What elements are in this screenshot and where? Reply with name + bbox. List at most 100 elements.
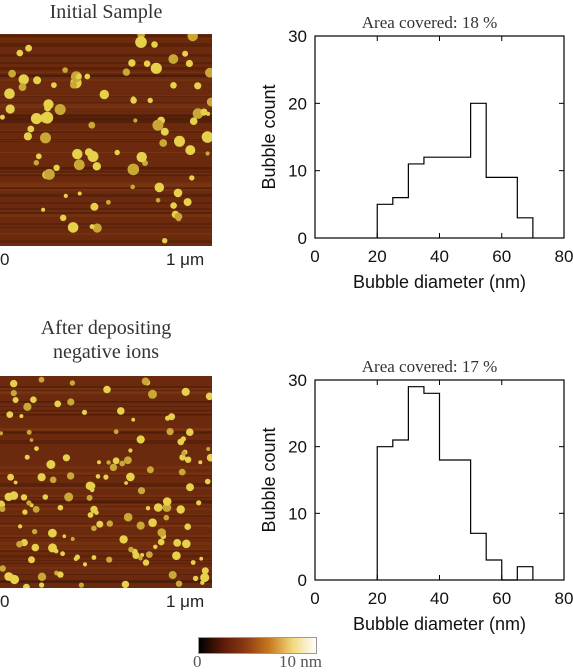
afm-streak <box>0 537 212 538</box>
x-tick-label: 80 <box>555 247 573 266</box>
afm-streak <box>0 403 212 406</box>
afm-bubble <box>84 73 91 80</box>
afm-streak <box>0 118 212 120</box>
y-tick-label: 0 <box>298 229 307 248</box>
afm-bubble <box>7 473 14 481</box>
y-tick-label: 30 <box>288 371 307 390</box>
afm-bubble <box>99 89 110 100</box>
histogram-bar <box>393 440 409 580</box>
afm-bubble <box>0 114 5 120</box>
afm-bubble <box>81 409 88 415</box>
afm-bubble <box>132 551 140 559</box>
afm-bubble <box>67 222 79 233</box>
colorbar-gradient <box>199 638 316 653</box>
afm-streak <box>0 574 212 575</box>
y-tick-label: 20 <box>288 94 307 113</box>
afm-bubble <box>143 60 151 67</box>
histogram-bar <box>517 218 533 238</box>
afm-title-initial: Initial Sample <box>49 1 163 23</box>
afm-bubble <box>92 162 102 171</box>
afm-bubble <box>185 145 196 156</box>
afm-streak <box>0 485 212 487</box>
afm-streak <box>0 54 212 57</box>
afm-bubble <box>4 572 14 581</box>
histogram-bar <box>393 198 409 238</box>
afm-streak <box>0 227 212 228</box>
afm-streak <box>0 563 212 564</box>
afm-bubble <box>176 505 185 514</box>
x-tick-label: 20 <box>368 247 387 266</box>
afm-bubble <box>19 414 24 419</box>
colorbar-min-label: 0 <box>193 652 202 671</box>
afm-bubble <box>28 556 35 564</box>
afm-bubble <box>186 483 194 492</box>
afm-streak <box>0 167 212 169</box>
afm-bubble <box>184 523 191 530</box>
afm-bubble <box>152 119 164 131</box>
afm-bubble <box>199 556 204 561</box>
afm-bubble <box>198 460 203 465</box>
histogram-bar <box>471 103 487 238</box>
afm-streak <box>0 401 212 404</box>
afm-bubble <box>91 525 97 532</box>
afm-bubble <box>37 473 46 482</box>
afm-bubble <box>26 500 32 506</box>
afm-bubble <box>140 553 145 557</box>
afm-streak <box>0 500 212 503</box>
afm-bubble <box>173 539 182 547</box>
afm-bubble <box>192 575 199 582</box>
afm-bubble <box>187 30 198 42</box>
afm-bubble <box>38 376 45 383</box>
afm-bubble <box>18 74 29 85</box>
afm-bubble <box>86 494 93 501</box>
afm-streak <box>0 557 212 558</box>
afm-streak <box>0 223 212 225</box>
afm-bubble <box>122 68 131 76</box>
afm-streak <box>0 240 212 243</box>
afm-bubble <box>92 223 102 233</box>
afm-bubble <box>30 113 43 125</box>
afm-bubble <box>20 494 28 501</box>
afm-bubble <box>39 582 45 588</box>
afm-axis-left-label: 0 <box>0 250 10 269</box>
afm-streak <box>0 410 212 412</box>
afm-streak <box>0 440 212 441</box>
afm-bubble <box>128 448 133 453</box>
afm-bubble <box>133 118 138 123</box>
afm-bubble <box>13 480 18 485</box>
afm-bubble <box>121 580 130 589</box>
afm-streak <box>0 535 212 537</box>
afm-streak <box>0 120 212 123</box>
afm-streak <box>0 525 212 527</box>
afm-streak <box>0 555 212 557</box>
histogram-bar <box>502 177 518 238</box>
afm-bubble <box>91 555 97 560</box>
afm-bubble <box>87 151 99 162</box>
afm-bubble <box>131 96 136 101</box>
afm-axis-right-label: 1 μm <box>166 592 205 611</box>
afm-bubble <box>51 82 57 88</box>
afm-streak <box>0 114 212 117</box>
afm-bubble <box>97 460 101 465</box>
afm-streak <box>0 495 212 497</box>
afm-streak <box>0 466 212 469</box>
x-tick-label: 60 <box>492 589 511 608</box>
afm-image-canvas <box>0 376 215 591</box>
afm-streak <box>0 174 212 176</box>
afm-bubble <box>179 454 186 461</box>
afm-axis-left-label: 0 <box>0 592 10 611</box>
afm-streak <box>0 77 212 78</box>
afm-bubble <box>141 377 150 386</box>
x-tick-label: 0 <box>310 589 319 608</box>
afm-bubble <box>32 506 40 513</box>
afm-bubble <box>62 454 70 462</box>
afm-bubble <box>41 207 46 212</box>
afm-streak <box>0 509 212 510</box>
afm-bubble <box>48 528 57 538</box>
afm-streak <box>0 72 212 73</box>
afm-bubble <box>145 551 153 558</box>
x-axis-label: Bubble diameter (nm) <box>353 272 526 292</box>
afm-streak <box>0 189 212 191</box>
afm-streak <box>0 140 212 141</box>
afm-bubble <box>124 481 128 485</box>
